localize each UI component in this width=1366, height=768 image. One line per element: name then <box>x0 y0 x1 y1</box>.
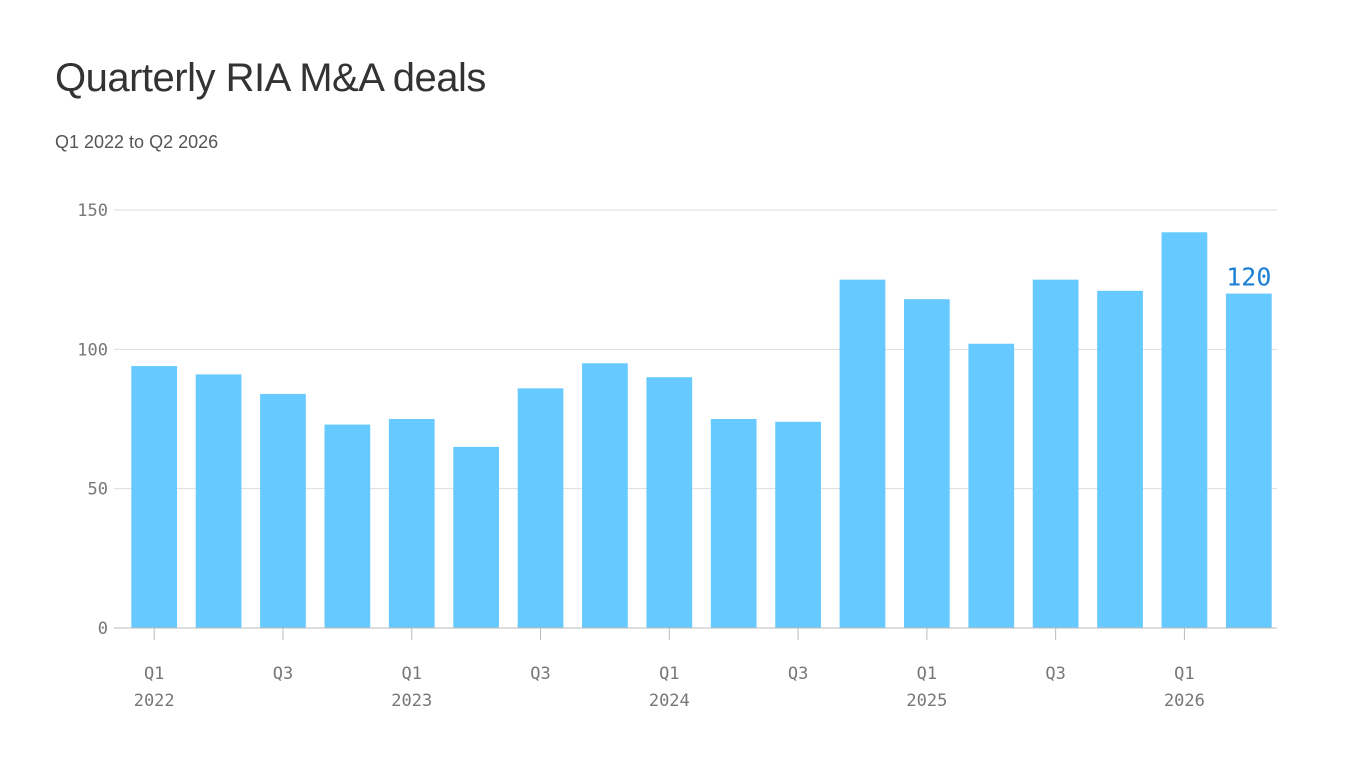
data-label-last-bar: 120 <box>1226 263 1271 292</box>
bar-q2-2026 <box>1225 293 1272 628</box>
x-tick-label-quarter: Q1 <box>402 664 422 684</box>
bar-q3-2024 <box>775 421 821 628</box>
bar-q4-2025 <box>1097 290 1143 628</box>
bar-q2-2025 <box>968 343 1015 628</box>
bar-q2-2024 <box>710 419 757 628</box>
bar-q2-2023 <box>453 446 499 628</box>
x-tick-label-quarter: Q3 <box>530 664 550 684</box>
x-tick-label-year: 2023 <box>391 691 432 711</box>
bar-q1-2025 <box>904 299 950 628</box>
x-tick-label-quarter: Q3 <box>788 664 808 684</box>
x-tick-label-quarter: Q1 <box>1174 664 1194 684</box>
y-tick-label-0: 0 <box>98 619 108 639</box>
x-tick-label-quarter: Q3 <box>273 664 293 684</box>
bar-q3-2023 <box>517 388 564 628</box>
bar-q1-2024 <box>646 377 693 628</box>
x-tick-label-quarter: Q1 <box>917 664 937 684</box>
x-tick-label-year: 2022 <box>134 691 175 711</box>
x-tick-label-quarter: Q3 <box>1045 664 1065 684</box>
x-tick-label-year: 2026 <box>1164 691 1205 711</box>
x-tick-label-year: 2024 <box>649 691 690 711</box>
x-tick-label-year: 2025 <box>906 691 947 711</box>
bar-q1-2022 <box>131 366 178 628</box>
bar-q1-2023 <box>388 419 435 628</box>
x-tick-label-quarter: Q1 <box>659 664 679 684</box>
bar-q3-2022 <box>260 393 306 628</box>
bar-q4-2022 <box>324 424 371 628</box>
bar-q1-2026 <box>1161 232 1208 628</box>
y-tick-label-50: 50 <box>88 480 108 500</box>
bar-q4-2024 <box>839 279 886 628</box>
x-tick-label-quarter: Q1 <box>144 664 164 684</box>
chart-title: Quarterly RIA M&A deals <box>55 56 486 100</box>
y-tick-label-100: 100 <box>77 340 108 360</box>
bar-q2-2022 <box>195 374 242 628</box>
bar-q4-2023 <box>582 363 628 628</box>
y-tick-label-150: 150 <box>77 201 108 221</box>
bar-q3-2025 <box>1032 279 1079 628</box>
chart-subtitle: Q1 2022 to Q2 2026 <box>55 132 219 152</box>
